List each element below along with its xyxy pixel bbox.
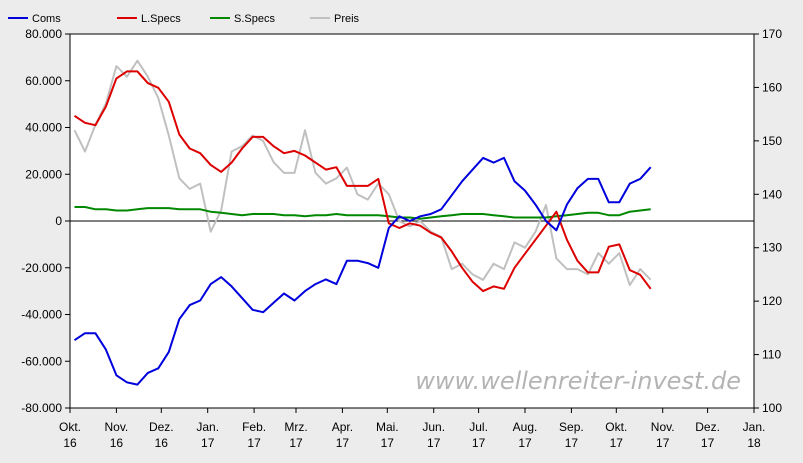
legend-label-preis: Preis [334,13,360,25]
series-line-l-specs [73,70,652,293]
left-tick-label: -80.000 [21,401,62,415]
right-tick-label: 130 [762,241,782,255]
right-tick-label: 120 [762,294,782,308]
x-tick-label-month: Dez. [149,420,174,434]
series-lines [73,59,652,386]
right-tick-label: 140 [762,187,782,201]
legend-label-l-specs: L.Specs [141,13,181,25]
x-tick-label-year: 17 [381,436,395,450]
right-tick-label: 100 [762,401,782,415]
left-tick-label: 60.000 [25,74,62,88]
left-tick-label: 0 [55,214,62,228]
legend: Coms L.Specs S.Specs Preis [8,13,360,25]
x-tick-label-year: 18 [747,436,761,450]
left-tick-label: 80.000 [25,27,62,41]
x-tick-label-month: Jul. [469,420,488,434]
right-axis: 170 160 150 140 130 120 110 100 [754,27,782,415]
x-tick-label-month: Jun. [422,420,445,434]
x-tick-label-month: Dez. [695,420,720,434]
right-tick-label: 170 [762,27,782,41]
x-tick-label-year: 17 [427,436,441,450]
left-tick-label: 20.000 [25,167,62,181]
x-tick-label-year: 17 [201,436,215,450]
series-line-preis [73,59,652,287]
right-tick-label: 160 [762,80,782,94]
right-tick-label: 150 [762,134,782,148]
x-tick-label-year: 17 [336,436,350,450]
x-tick-label-year: 17 [472,436,486,450]
series-line-coms [73,156,652,386]
x-tick-label-year: 17 [701,436,715,450]
left-tick-label: -40.000 [21,308,62,322]
x-tick-label-month: Apr. [332,420,353,434]
x-tick-label-year: 17 [610,436,624,450]
x-tick-label-month: Nov. [651,420,675,434]
series-line-s-specs [74,206,651,220]
x-tick-label-year: 17 [289,436,303,450]
x-tick-label-month: Nov. [104,420,128,434]
x-axis: Okt. 16 Nov. 16 Dez. 16 Jan. 17 Feb. 17 Mrz. 17 Apr.… [59,408,765,450]
left-tick-label: 40.000 [25,121,62,135]
legend-label-s-specs: S.Specs [234,13,275,25]
x-tick-label-year: 17 [656,436,670,450]
x-tick-label-year: 16 [63,436,77,450]
x-tick-label-month: Aug. [513,420,538,434]
x-tick-label-year: 17 [518,436,532,450]
left-tick-label: -20.000 [21,261,62,275]
legend-label-coms: Coms [32,13,61,25]
left-axis: 80.000 60.000 40.000 20.000 0 -20.000 -40.000 -… [21,27,70,415]
right-tick-label: 110 [762,348,781,362]
x-tick-label-year: 17 [565,436,579,450]
x-tick-label-year: 17 [247,436,261,450]
left-tick-label: -60.000 [21,354,62,368]
x-tick-label-month: Okt. [59,420,81,434]
x-tick-label-month: Feb. [242,420,266,434]
x-tick-label-month: Mai. [376,420,399,434]
watermark: www.wellenreiter-invest.de [415,367,741,395]
x-tick-label-month: Sep. [559,420,584,434]
x-tick-label-month: Jan. [196,420,219,434]
x-tick-label-month: Jan. [743,420,766,434]
x-tick-label-month: Okt. [605,420,627,434]
x-tick-label-year: 16 [110,436,124,450]
x-tick-label-month: Mrz. [284,420,307,434]
x-tick-label-year: 16 [155,436,169,450]
